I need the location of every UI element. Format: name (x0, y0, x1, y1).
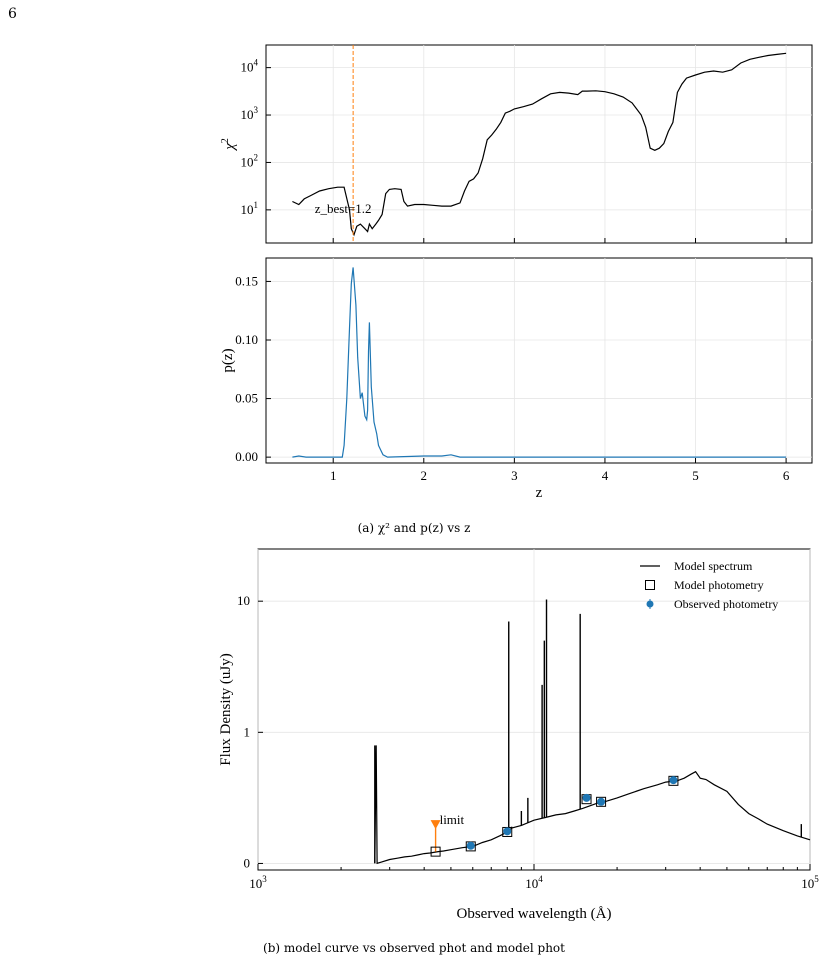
pz-xtick-label: 5 (692, 468, 699, 483)
observed-photometry-point (466, 841, 475, 850)
pz-xtick-label: 2 (421, 468, 428, 483)
chi2-ytick-label: 101 (241, 200, 259, 217)
chi2-ylabel: χ2 (220, 138, 238, 152)
upper-limit-marker (430, 820, 441, 830)
chi2-ytick-label: 103 (241, 105, 259, 122)
sed-xtick-label: 104 (525, 874, 543, 891)
pz-ytick-label: 0.00 (235, 449, 258, 464)
sed-panel: 103 104 105 0 1 10 limit Model spectrum Model ph… (218, 548, 819, 922)
pz-xtick-label: 4 (602, 468, 609, 483)
observed-photometry-point (503, 827, 512, 836)
pz-panel: 1 2 3 4 5 6 0.00 0.05 0.10 0.15 p(z) z (220, 257, 813, 501)
legend-label-model-photometry: Model photometry (674, 578, 764, 592)
sed-ytick-label: 1 (244, 724, 251, 739)
sed-ytick-label: 10 (237, 593, 250, 608)
pz-xtick-label: 1 (330, 468, 337, 483)
caption-a: (a) χ² and p(z) vs z (358, 521, 471, 535)
sed-xtick-label: 105 (801, 874, 819, 891)
observed-photometry-point (597, 797, 606, 806)
sed-legend: Model spectrum Model photometry Observed p… (640, 559, 778, 611)
pz-ytick-label: 0.10 (235, 332, 258, 347)
legend-label-observed-photometry: Observed photometry (674, 597, 778, 611)
upper-limit-label: limit (440, 812, 465, 827)
chi2-panel: 101 102 103 104 z_best=1.2 χ2 (220, 44, 813, 244)
chi2-ytick-label: 102 (241, 152, 259, 169)
z-best-annotation: z_best=1.2 (315, 201, 372, 216)
pz-frame (265, 257, 813, 464)
pz-ytick-label: 0.15 (235, 273, 258, 288)
pz-xtick-label: 6 (783, 468, 790, 483)
chi2-series-line (292, 52, 787, 237)
sed-ylabel: Flux Density (uJy) (218, 653, 234, 766)
pz-xtick-label: 3 (511, 468, 518, 483)
caption-b: (b) model curve vs observed phot and mod… (263, 941, 565, 955)
chi2-ytick-label: 104 (241, 58, 259, 75)
pz-series-line (292, 267, 787, 458)
observed-photometry-point (582, 793, 591, 802)
legend-swatch-model-photometry (645, 580, 655, 590)
legend-label-model-spectrum: Model spectrum (674, 559, 753, 573)
sed-xtick-label: 103 (249, 874, 267, 891)
pz-ytick-label: 0.05 (235, 391, 258, 406)
sed-ytick-label: 0 (244, 855, 251, 870)
model-photometry-point (596, 796, 607, 807)
pz-ylabel: p(z) (220, 348, 236, 372)
model-spectrum-line (374, 745, 811, 865)
sed-xlabel: Observed wavelength (Å) (457, 906, 612, 922)
observed-photometry-point (669, 776, 678, 785)
model-photometry-point (430, 846, 441, 857)
pz-xlabel: z (536, 485, 543, 501)
page-number: 6 (8, 6, 17, 22)
chi2-frame (265, 44, 813, 244)
